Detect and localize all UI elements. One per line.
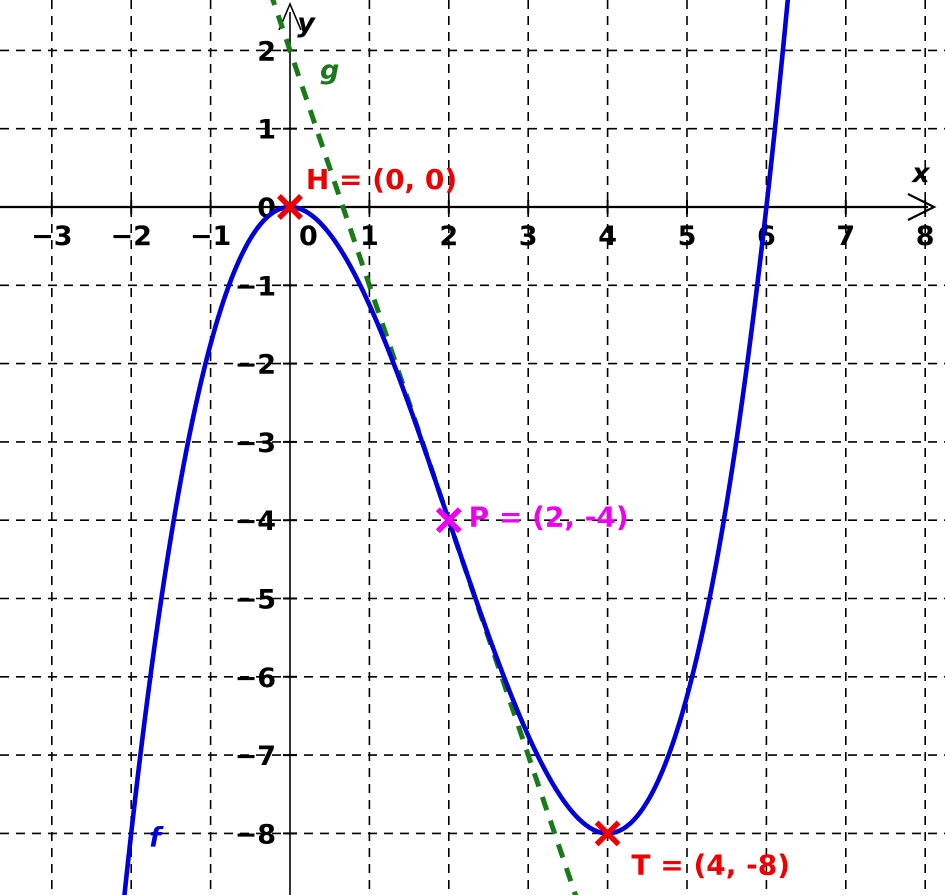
y-tick-label: −2 — [235, 350, 276, 381]
point-marker-p — [435, 507, 462, 534]
y-tick-label: −6 — [235, 663, 276, 694]
y-tick-label: −7 — [235, 741, 276, 772]
point-label-p: P = (2, -4) — [469, 500, 629, 533]
y-tick-label: −3 — [235, 428, 276, 459]
x-tick-label: 1 — [360, 221, 379, 252]
point-marker-t — [594, 820, 621, 847]
x-tick-label: −1 — [190, 221, 231, 252]
x-tick-label: 7 — [836, 221, 855, 252]
x-tick-label: −2 — [110, 221, 151, 252]
y-tick-label: −5 — [235, 585, 276, 616]
marker-stroke — [594, 820, 621, 847]
grid-lines-horizontal — [0, 49, 945, 835]
y-axis-label: y — [297, 8, 316, 39]
function-name-labels: fg — [149, 55, 339, 853]
axis-x — [0, 193, 937, 221]
y-tick-label: 2 — [257, 36, 276, 67]
x-tick-label: 2 — [439, 221, 458, 252]
function-curve-f — [122, 0, 791, 895]
x-tick-label: −3 — [31, 221, 72, 252]
x-axis-arrow — [907, 193, 937, 221]
point-label-t: T = (4, -8) — [631, 849, 790, 882]
x-tick-label: 0 — [299, 221, 318, 252]
axis-y — [278, 1, 302, 895]
y-tick-label: −4 — [235, 506, 276, 537]
point-marker-h — [277, 194, 303, 220]
x-axis-label: x — [910, 158, 931, 189]
y-tick-label: −1 — [235, 271, 276, 302]
x-tick-label: 3 — [519, 221, 538, 252]
x-tick-label: 8 — [916, 221, 935, 252]
function-label-f: f — [149, 822, 164, 853]
function-label-g: g — [320, 55, 339, 86]
point-markers — [277, 194, 621, 847]
y-axis-tick-labels: 210−1−2−3−4−5−6−7−8 — [235, 36, 276, 850]
x-axis-tick-labels: −3 −2 −1 0 1 2 3 4 5 6 7 8 — [31, 221, 935, 252]
x-tick-label: 4 — [598, 221, 617, 252]
marker-stroke — [277, 194, 303, 220]
marker-stroke — [435, 507, 462, 534]
grid-lines-vertical — [50, 0, 927, 895]
y-tick-label: −8 — [235, 819, 276, 850]
point-labels: H = (0, 0) P = (2, -4) T = (4, -8) — [306, 163, 790, 882]
x-tick-label: 5 — [678, 221, 697, 252]
y-tick-label: 1 — [257, 115, 276, 146]
point-label-h: H = (0, 0) — [306, 163, 457, 196]
